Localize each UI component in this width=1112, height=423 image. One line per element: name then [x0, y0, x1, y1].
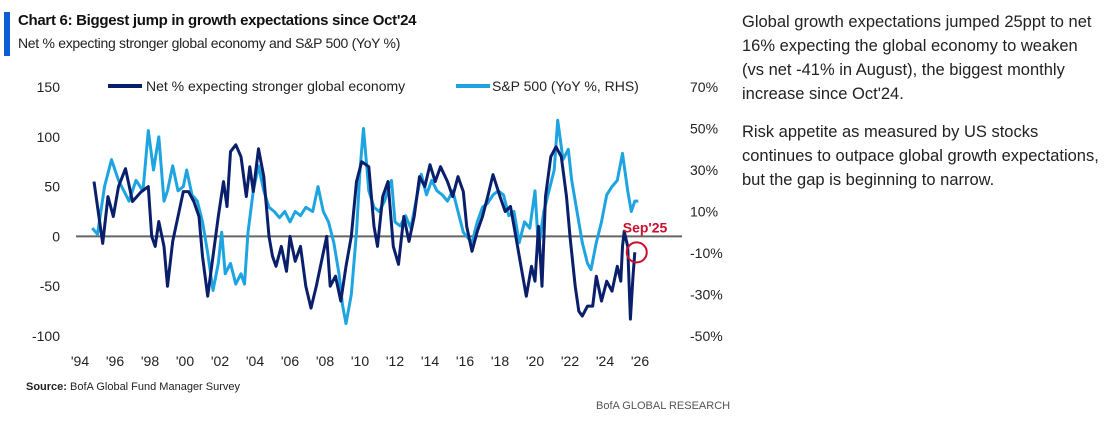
- y-right-tick-label: 70%: [690, 79, 718, 95]
- x-tick-label: '16: [456, 353, 474, 369]
- x-tick-label: '26: [631, 353, 649, 369]
- y-right-tick-label: -10%: [690, 245, 723, 261]
- x-tick-label: '14: [421, 353, 439, 369]
- commentary: Global growth expectations jumped 25ppt …: [742, 10, 1102, 206]
- chart-subtitle: Net % expecting stronger global economy …: [18, 35, 401, 51]
- y-right-tick-label: 10%: [690, 204, 718, 220]
- y-right-tick-label: 30%: [690, 162, 718, 178]
- x-tick-label: '10: [351, 353, 369, 369]
- sep25-marker-circle: [625, 241, 648, 264]
- x-tick-label: '96: [106, 353, 124, 369]
- sep25-label: Sep'25: [623, 219, 668, 235]
- x-tick-label: '24: [596, 353, 614, 369]
- y-left-tick-label: 100: [37, 129, 61, 145]
- x-tick-label: '12: [386, 353, 404, 369]
- series-net-line: [92, 143, 637, 321]
- title-accent-bar: [4, 12, 10, 56]
- x-tick-label: '06: [281, 353, 299, 369]
- x-tick-label: '22: [561, 353, 579, 369]
- x-tick-label: '00: [176, 353, 194, 369]
- source-note: Source: BofA Global Fund Manager Survey: [26, 381, 240, 393]
- legend: Net % expecting stronger global economy …: [108, 78, 639, 94]
- commentary-paragraph: Global growth expectations jumped 25ppt …: [742, 13, 1092, 103]
- y-left-tick-label: 0: [52, 228, 60, 244]
- y-right-tick-label: 50%: [690, 121, 718, 137]
- source-label: Source:: [26, 381, 67, 393]
- y-left-tick-label: -100: [32, 328, 60, 344]
- chart-title: Chart 6: Biggest jump in growth expectat…: [18, 12, 417, 29]
- legend-label-spx: S&P 500 (YoY %, RHS): [492, 78, 639, 94]
- y-right-tick-label: -30%: [690, 287, 723, 303]
- chart: 150 100 50 0 -50 -100 70% 50% 30% 10% -10% -30% -50%…: [32, 78, 723, 369]
- series-spx-line: [91, 118, 639, 326]
- y-left-tick-label: 150: [37, 79, 61, 95]
- x-tick-label: '94: [71, 353, 89, 369]
- x-tick-label: '20: [526, 353, 544, 369]
- source-text: BofA Global Fund Manager Survey: [70, 381, 241, 393]
- y-left-tick-label: -50: [40, 278, 60, 294]
- legend-label-net: Net % expecting stronger global economy: [146, 78, 405, 94]
- x-tick-label: '18: [491, 353, 509, 369]
- x-tick-label: '02: [211, 353, 229, 369]
- x-tick-label: '08: [316, 353, 334, 369]
- y-left-tick-label: 50: [44, 179, 60, 195]
- x-tick-label: '04: [246, 353, 264, 369]
- y-right-tick-label: -50%: [690, 328, 723, 344]
- commentary-paragraph: Risk appetite as measured by US stocks c…: [742, 123, 1099, 189]
- x-tick-label: '98: [141, 353, 159, 369]
- brand-footer: BofA GLOBAL RESEARCH: [596, 400, 731, 412]
